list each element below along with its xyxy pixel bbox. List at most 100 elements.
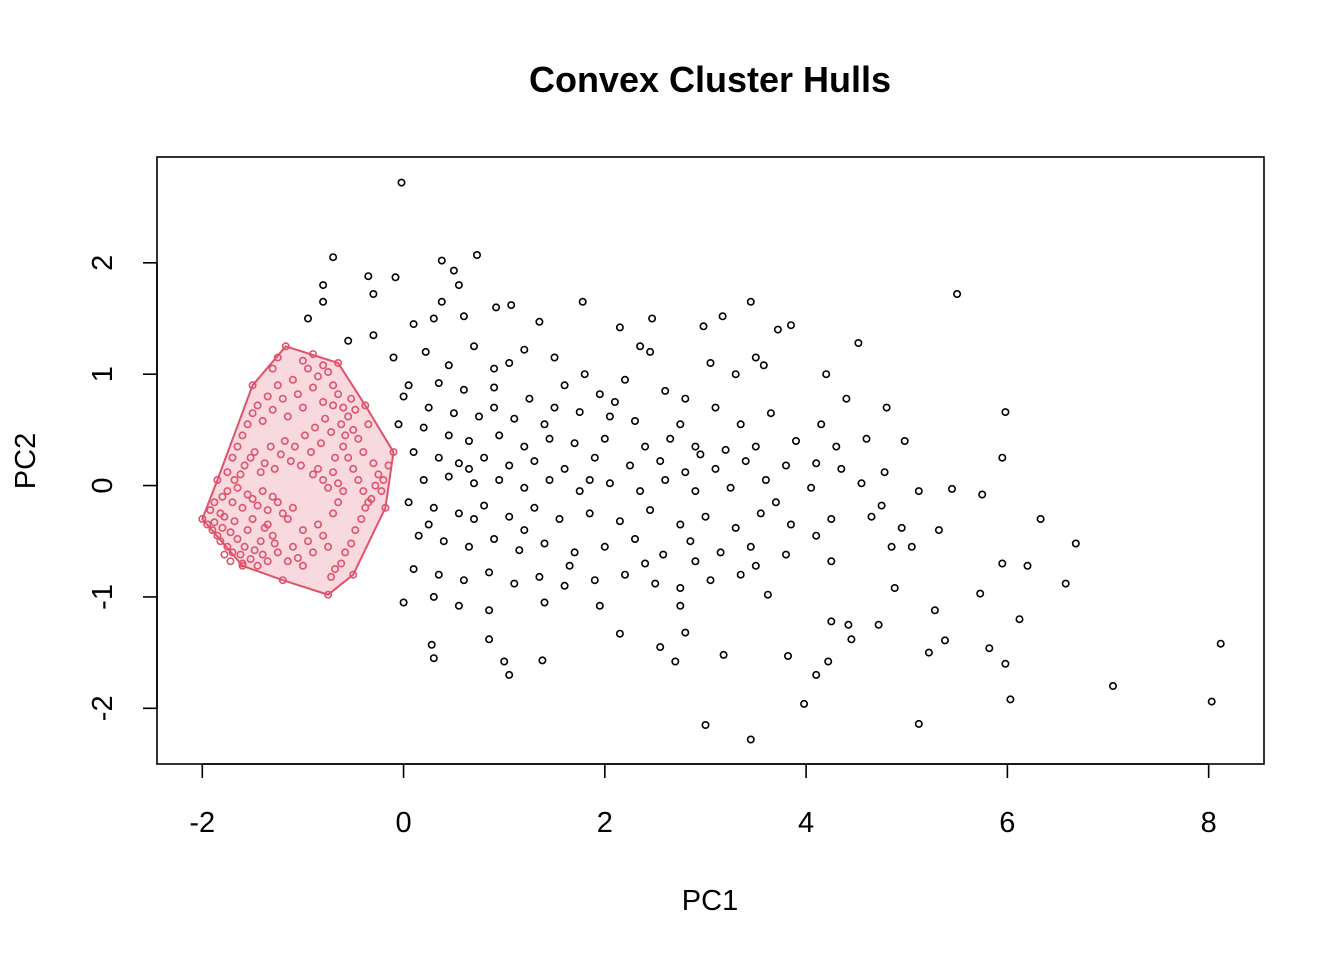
cluster-2-point <box>998 559 1007 568</box>
cluster-2-point <box>827 557 836 566</box>
cluster-2-point <box>615 323 624 332</box>
cluster-2-point <box>550 353 559 362</box>
cluster-2-point <box>940 636 949 645</box>
cluster-1-point <box>354 475 363 484</box>
cluster-1-point <box>349 464 358 473</box>
cluster-2-point <box>641 442 650 451</box>
cluster-1-point <box>339 442 348 451</box>
cluster-1-point <box>288 375 297 384</box>
cluster-2-point <box>414 531 423 540</box>
cluster-1-point <box>208 526 217 535</box>
cluster-2-point <box>469 479 478 488</box>
cluster-1-point <box>364 498 373 507</box>
cluster-1-point <box>303 364 312 373</box>
cluster-2-point <box>397 178 406 187</box>
cluster-1-point <box>263 392 272 401</box>
cluster-1-point <box>283 412 292 421</box>
cluster-1-point <box>308 350 317 359</box>
cluster-2-point <box>900 436 909 445</box>
cluster-1-point <box>286 457 295 466</box>
cluster-1-point <box>319 361 328 370</box>
cluster-2-point <box>759 361 768 370</box>
cluster-2-point <box>711 403 720 412</box>
cluster-1-point <box>230 475 239 484</box>
cluster-2-point <box>540 420 549 429</box>
cluster-1-point <box>384 461 393 470</box>
cluster-2-point <box>800 699 809 708</box>
cluster-1-point <box>210 498 219 507</box>
cluster-2-point <box>854 338 863 347</box>
cluster-2-point <box>424 520 433 529</box>
cluster-2-point <box>781 461 790 470</box>
cluster-1-point <box>306 448 315 457</box>
cluster-2-point <box>880 468 889 477</box>
cluster-2-point <box>600 542 609 551</box>
y-tick-label: 1 <box>87 366 119 382</box>
cluster-2-point <box>485 635 494 644</box>
cluster-2-point <box>565 561 574 570</box>
cluster-1-point <box>351 526 360 535</box>
cluster-2-point <box>736 570 745 579</box>
cluster-2-point <box>706 358 715 367</box>
cluster-1-point <box>298 356 307 365</box>
cluster-2-point <box>751 353 760 362</box>
x-tick-label: 2 <box>597 807 613 839</box>
cluster-1-point <box>324 542 333 551</box>
cluster-2-point <box>947 484 956 493</box>
cluster-2-point <box>615 517 624 526</box>
cluster-1-point <box>268 405 277 414</box>
cluster-1-point <box>337 420 346 429</box>
cluster-2-point <box>766 409 775 418</box>
cluster-1-point <box>240 542 249 551</box>
cluster-2-point <box>490 383 499 392</box>
cluster-2-point <box>1006 695 1015 704</box>
cluster-2-point <box>485 606 494 615</box>
cluster-1-point <box>223 487 232 496</box>
cluster-2-point <box>560 381 569 390</box>
cluster-2-point <box>585 509 594 518</box>
cluster-2-point <box>1023 561 1032 570</box>
cluster-1-point <box>359 487 368 496</box>
cluster-1-point <box>349 425 358 434</box>
cluster-2-point <box>454 601 463 610</box>
cluster-2-point <box>761 475 770 484</box>
cluster-2-point <box>570 548 579 557</box>
y-tick-label: -2 <box>87 695 119 721</box>
cluster-1-point <box>349 570 358 579</box>
cluster-2-point <box>520 442 529 451</box>
cluster-1-point <box>281 342 290 351</box>
cluster-1-point <box>248 494 257 503</box>
cluster-1-point <box>319 475 328 484</box>
y-axis: -2 -1 0 1 2 <box>87 255 158 721</box>
cluster-2-point <box>716 548 725 557</box>
cluster-1-point <box>324 483 333 492</box>
cluster-1-point <box>216 537 225 546</box>
cluster-2-point <box>756 509 765 518</box>
cluster-2-point <box>580 370 589 379</box>
cluster-1-point <box>273 548 282 557</box>
cluster-1-point <box>329 401 338 410</box>
cluster-2-point <box>419 475 428 484</box>
cluster-1-point <box>283 557 292 566</box>
cluster-2-point <box>600 434 609 443</box>
cluster-2-point <box>641 559 650 568</box>
cluster-2-point <box>882 403 891 412</box>
cluster-2-point <box>630 534 639 543</box>
x-tick-label: 6 <box>999 807 1015 839</box>
cluster-1-point <box>351 405 360 414</box>
cluster-2-point <box>409 320 418 329</box>
cluster-2-point <box>570 439 579 448</box>
cluster-1-point <box>273 381 282 390</box>
cluster-2-point <box>319 297 328 306</box>
cluster-2-point <box>490 403 499 412</box>
cluster-1-point <box>258 487 267 496</box>
cluster-1-point <box>339 403 348 412</box>
cluster-1-point <box>324 367 333 376</box>
cluster-2-point <box>424 403 433 412</box>
chart-title: Convex Cluster Hulls <box>529 59 891 100</box>
cluster-2-point <box>681 468 690 477</box>
cluster-2-point <box>1001 659 1010 668</box>
cluster-2-point <box>786 520 795 529</box>
cluster-2-point <box>538 656 547 665</box>
cluster-2-point <box>505 512 514 521</box>
